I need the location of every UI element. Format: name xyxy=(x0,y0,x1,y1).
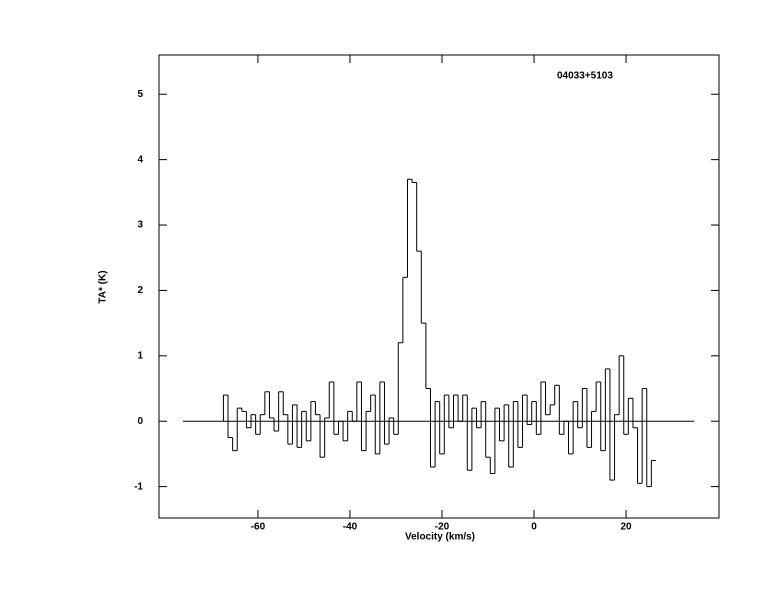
x-tick-label: 20 xyxy=(620,522,632,533)
y-tick-label: 0 xyxy=(137,416,143,427)
x-tick-label: -40 xyxy=(343,522,358,533)
x-tick-label: 0 xyxy=(531,522,537,533)
y-tick-label: 2 xyxy=(137,285,143,296)
y-axis-label: TA* (K) xyxy=(98,270,109,303)
x-tick-label: -20 xyxy=(435,522,450,533)
y-tick-label: 4 xyxy=(137,154,143,165)
y-tick-label: -1 xyxy=(134,481,143,492)
x-tick-label: -60 xyxy=(251,522,266,533)
y-tick-label: 5 xyxy=(137,89,143,100)
y-tick-label: 3 xyxy=(137,220,143,231)
x-axis-label: Velocity (km/s) xyxy=(405,532,475,543)
annotation: 04033+5103 xyxy=(557,71,613,82)
y-tick-label: 1 xyxy=(137,350,143,361)
plot-frame xyxy=(158,54,720,519)
